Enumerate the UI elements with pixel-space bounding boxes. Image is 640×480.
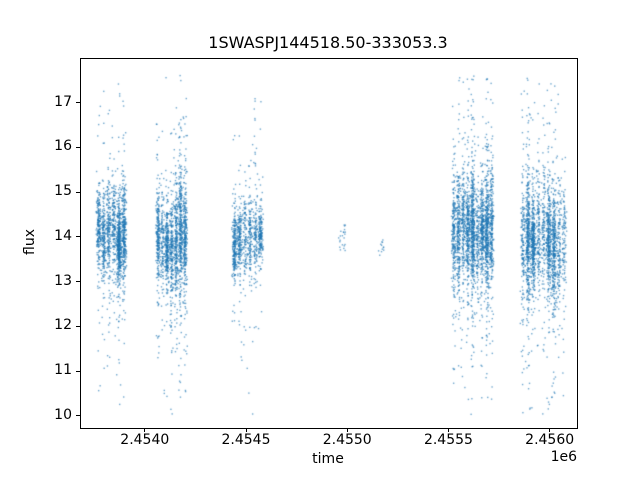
y-tick-mark [76, 191, 80, 193]
y-tick-label: 12 [54, 317, 72, 334]
y-tick-mark [76, 325, 80, 327]
y-tick-label: 11 [54, 362, 72, 379]
y-tick-label: 13 [54, 272, 72, 289]
x-tick-mark [144, 428, 146, 432]
x-tick-mark [447, 428, 449, 432]
y-tick-label: 15 [54, 183, 72, 200]
y-tick-mark [76, 370, 80, 372]
y-tick-label: 14 [54, 227, 72, 244]
x-tick-label: 2.4540 [120, 432, 170, 448]
x-tick-mark [346, 428, 348, 432]
x-tick-label: 2.4550 [322, 432, 372, 448]
scatter-canvas [81, 59, 577, 428]
x-tick-label: 2.4545 [221, 432, 271, 448]
plot-title: 1SWASPJ144518.50-333053.3 [208, 33, 448, 52]
y-tick-label: 17 [54, 93, 72, 110]
x-axis-offset-label: 1e6 [550, 449, 577, 465]
y-tick-label: 16 [54, 138, 72, 155]
y-tick-label: 10 [54, 406, 72, 423]
y-tick-mark [76, 281, 80, 283]
x-tick-mark [549, 428, 551, 432]
y-tick-mark [76, 236, 80, 238]
x-tick-mark [245, 428, 247, 432]
y-tick-mark [76, 102, 80, 104]
x-tick-label: 2.4560 [525, 432, 575, 448]
plot-area [80, 58, 578, 429]
x-tick-label: 2.4555 [423, 432, 473, 448]
x-axis-label: time [312, 451, 344, 467]
y-tick-mark [76, 146, 80, 148]
y-tick-mark [76, 415, 80, 417]
